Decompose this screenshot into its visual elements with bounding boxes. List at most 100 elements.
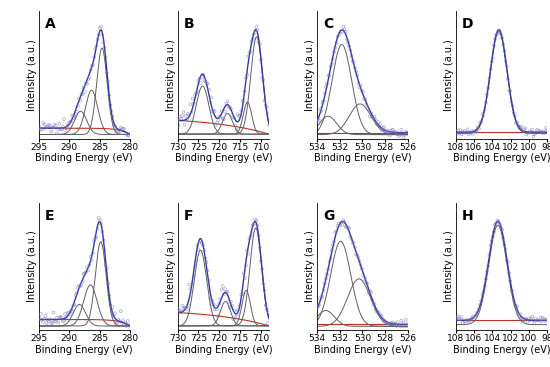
- Point: [71, 292, 80, 298]
- Point: [123, 318, 132, 324]
- Point: [49, 125, 58, 131]
- Point: [77, 91, 86, 97]
- Point: [231, 123, 240, 129]
- Point: [57, 315, 66, 320]
- Point: [488, 55, 497, 61]
- Point: [184, 111, 192, 117]
- Point: [472, 310, 481, 316]
- Point: [375, 311, 383, 317]
- Point: [81, 269, 90, 275]
- Point: [346, 47, 355, 53]
- Point: [238, 291, 247, 297]
- Point: [50, 319, 59, 324]
- Point: [320, 281, 329, 287]
- Point: [347, 236, 356, 242]
- Point: [361, 97, 370, 103]
- Point: [240, 88, 249, 94]
- Point: [227, 106, 235, 112]
- Point: [183, 306, 191, 312]
- Point: [117, 124, 125, 130]
- Point: [359, 89, 367, 95]
- Point: [375, 123, 383, 129]
- Point: [122, 323, 131, 329]
- Point: [197, 240, 206, 246]
- Point: [250, 31, 258, 37]
- Point: [519, 316, 527, 322]
- Point: [207, 301, 216, 307]
- Point: [402, 317, 410, 323]
- Point: [474, 124, 482, 130]
- Point: [178, 302, 186, 308]
- Point: [249, 36, 257, 41]
- Point: [229, 114, 238, 120]
- Point: [196, 80, 205, 86]
- Point: [322, 84, 331, 90]
- Point: [398, 131, 407, 137]
- Point: [207, 94, 216, 100]
- Point: [316, 296, 324, 302]
- Point: [175, 308, 184, 314]
- Point: [315, 117, 323, 123]
- Point: [358, 88, 366, 94]
- X-axis label: Binding Energy (eV): Binding Energy (eV): [453, 345, 550, 355]
- Point: [185, 281, 194, 287]
- Point: [354, 255, 363, 261]
- Point: [514, 312, 522, 317]
- Point: [204, 81, 212, 87]
- Point: [77, 282, 86, 288]
- Point: [229, 316, 238, 322]
- Point: [493, 218, 502, 224]
- Point: [491, 36, 499, 42]
- Point: [65, 119, 74, 125]
- Point: [182, 305, 190, 310]
- Point: [115, 318, 124, 324]
- Point: [68, 308, 76, 314]
- Point: [453, 314, 461, 320]
- Point: [187, 288, 196, 294]
- Point: [513, 304, 521, 309]
- Point: [222, 290, 230, 295]
- Point: [121, 130, 130, 136]
- Point: [372, 121, 381, 127]
- Point: [314, 304, 322, 309]
- Point: [120, 321, 129, 327]
- Point: [248, 230, 256, 236]
- Point: [491, 222, 499, 228]
- Point: [510, 302, 519, 308]
- Point: [492, 32, 500, 38]
- Point: [78, 91, 87, 97]
- Point: [240, 275, 249, 281]
- Point: [349, 240, 358, 246]
- Point: [397, 318, 405, 324]
- Point: [470, 128, 478, 134]
- Point: [113, 320, 122, 326]
- Point: [378, 316, 387, 322]
- Point: [314, 117, 322, 123]
- Point: [524, 130, 533, 136]
- Point: [208, 298, 217, 304]
- Point: [477, 298, 486, 304]
- Point: [460, 319, 469, 324]
- Point: [456, 127, 465, 133]
- Point: [363, 105, 372, 111]
- Point: [509, 297, 518, 303]
- Point: [104, 292, 113, 298]
- Point: [530, 131, 539, 137]
- Point: [392, 323, 401, 329]
- Point: [538, 130, 547, 136]
- Point: [173, 305, 182, 311]
- Point: [452, 316, 460, 322]
- Point: [327, 247, 336, 253]
- Point: [186, 286, 195, 292]
- Point: [326, 255, 335, 261]
- Point: [379, 318, 388, 324]
- Point: [348, 240, 357, 246]
- Point: [540, 128, 548, 134]
- Point: [496, 28, 504, 34]
- Point: [190, 264, 199, 269]
- Point: [91, 46, 100, 52]
- Point: [223, 289, 232, 295]
- Point: [367, 289, 376, 295]
- Point: [387, 128, 395, 134]
- Point: [455, 316, 464, 322]
